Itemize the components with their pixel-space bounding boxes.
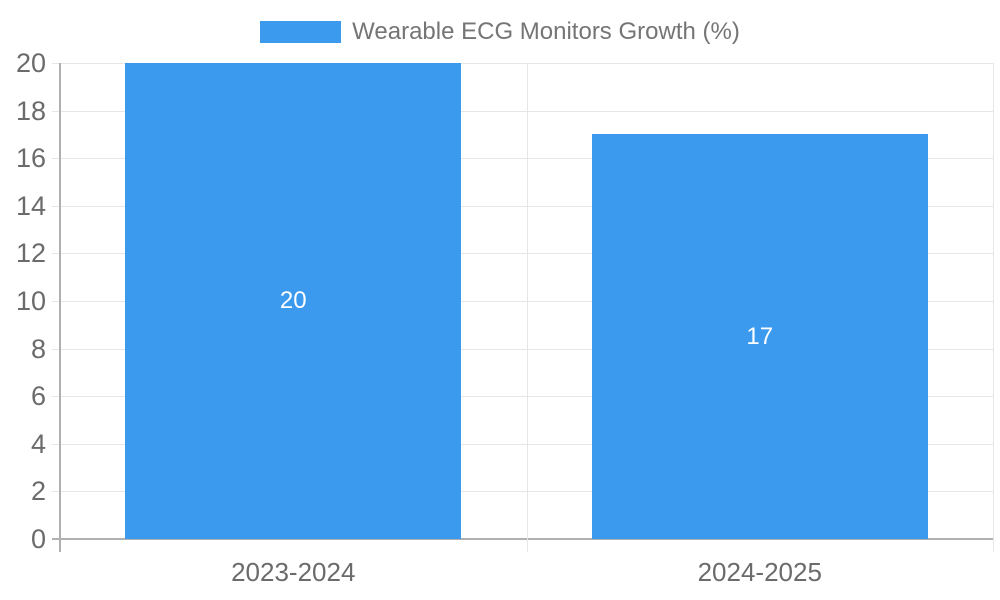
x-tick-label: 2023-2024 xyxy=(231,557,356,587)
y-tick-label: 0 xyxy=(30,524,46,554)
y-tick-label: 18 xyxy=(15,95,46,126)
bar-value-label: 20 xyxy=(279,287,307,314)
y-gridline xyxy=(52,396,993,398)
y-tick-label: 16 xyxy=(15,143,46,174)
legend-label: Wearable ECG Monitors Growth (%) xyxy=(352,18,740,45)
y-axis-line xyxy=(59,63,61,552)
bar-2023-2024[interactable] xyxy=(125,63,462,539)
y-tick-label: 14 xyxy=(15,190,46,221)
legend-color-swatch xyxy=(260,21,342,43)
x-axis-baseline xyxy=(52,538,993,540)
x-gridline xyxy=(526,63,528,552)
y-gridline xyxy=(52,110,993,112)
y-gridline xyxy=(52,158,993,160)
y-tick-label: 2 xyxy=(30,476,46,507)
y-gridline xyxy=(52,443,993,445)
y-gridline xyxy=(52,205,993,207)
bar-value-label: 17 xyxy=(746,322,774,350)
y-gridline xyxy=(52,491,993,493)
y-gridline xyxy=(52,301,993,302)
y-gridline xyxy=(52,63,993,64)
y-gridline xyxy=(52,348,993,350)
y-tick-label: 6 xyxy=(30,381,46,412)
x-gridline xyxy=(993,63,994,552)
bar-2024-2025[interactable] xyxy=(591,134,928,539)
y-tick-label: 20 xyxy=(15,48,46,78)
y-tick-label: 10 xyxy=(15,286,46,316)
x-tick-label: 2024-2025 xyxy=(697,557,822,587)
y-tick-label: 4 xyxy=(30,428,46,459)
legend-item[interactable]: Wearable ECG Monitors Growth (%) xyxy=(0,18,1000,46)
y-gridline xyxy=(52,253,993,255)
y-tick-label: 8 xyxy=(30,333,46,364)
y-tick-label: 12 xyxy=(15,238,46,269)
